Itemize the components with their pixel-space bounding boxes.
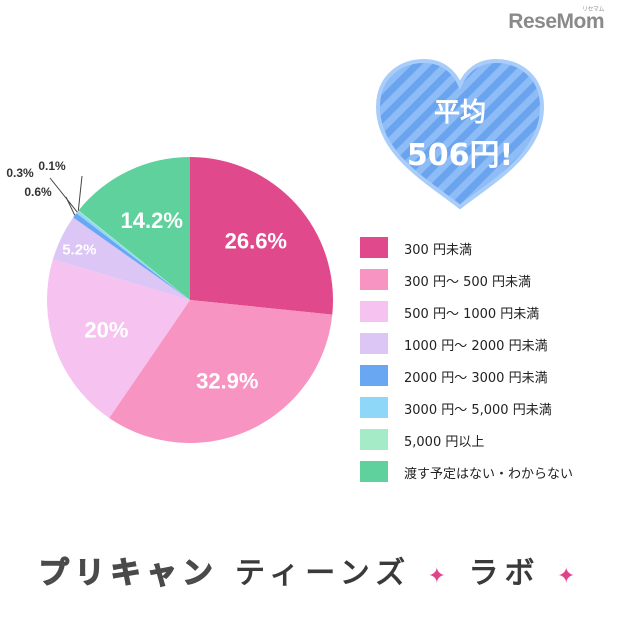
pie-chart: 26.6% 32.9% 20% 5.2% 14.2% 0.6% 0.3% 0.1% <box>6 157 333 443</box>
legend-swatch <box>360 269 388 290</box>
sparkle-icon: ✦ <box>556 564 582 589</box>
legend-swatch <box>360 333 388 354</box>
callout-line <box>49 177 78 213</box>
legend-swatch <box>360 461 388 482</box>
pie-slice <box>78 157 190 300</box>
average-label: 平均 <box>433 98 486 128</box>
legend-label: 500 円～ 1000 円未満 <box>404 307 540 322</box>
average-heart-icon <box>375 58 545 210</box>
pie-slice <box>190 157 333 315</box>
pie-slice <box>73 213 190 300</box>
footer-part1: プリキャン <box>38 555 219 592</box>
slice-label: 0.3% <box>6 166 34 180</box>
footer-part3: ラボ <box>468 556 541 591</box>
pie-slice <box>78 210 190 300</box>
legend-label: 1000 円～ 2000 円未満 <box>404 339 548 354</box>
legend-label: 300 円～ 500 円未満 <box>404 275 532 290</box>
legend-swatch <box>360 429 388 450</box>
callout-line <box>77 175 83 211</box>
pie-slice <box>109 300 333 443</box>
legend-swatch <box>360 365 388 386</box>
legend-label: 2000 円～ 3000 円未満 <box>404 371 548 386</box>
slice-label: 32.9% <box>196 368 258 393</box>
legend-swatch <box>360 237 388 258</box>
slice-label: 0.6% <box>24 185 52 199</box>
legend-label: 渡す予定はない・わからない <box>404 467 574 482</box>
slice-label: 14.2% <box>121 208 183 233</box>
resemom-logo-text: ReseMom <box>508 10 604 33</box>
footer-part2: ティーンズ <box>235 556 412 591</box>
slice-label: 5.2% <box>62 241 96 258</box>
legend-label: 300 円未満 <box>404 243 472 258</box>
legend-label: 3000 円～ 5,000 円未満 <box>404 403 552 418</box>
slice-label: 26.6% <box>225 229 287 254</box>
resemom-logo: ReseMom リセマム <box>508 7 604 34</box>
average-value: 506円! <box>406 138 514 173</box>
prican-teens-lab-logo: プリキャン ティーンズ ✦ ラボ ✦ <box>0 548 620 592</box>
legend-label: 5,000 円以上 <box>404 435 485 450</box>
pie-slice <box>47 259 190 418</box>
pie-slice <box>52 217 190 300</box>
resemom-logo-sub: リセマム <box>581 7 605 13</box>
legend-swatch <box>360 301 388 322</box>
pie-slice <box>76 211 190 300</box>
slice-label: 20% <box>84 318 128 343</box>
slice-label: 0.1% <box>38 159 66 173</box>
sparkle-icon: ✦ <box>427 564 453 589</box>
legend-swatch <box>360 397 388 418</box>
